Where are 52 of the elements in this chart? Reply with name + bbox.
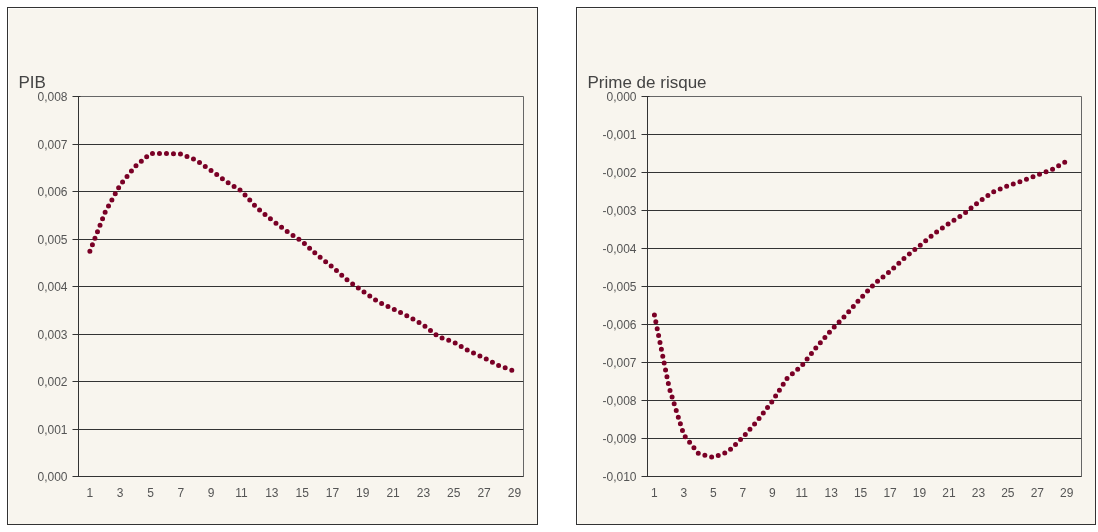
x-tick-label: 19 bbox=[356, 485, 370, 500]
x-tick-label: 25 bbox=[447, 485, 461, 500]
y-tick-label: -0,001 bbox=[602, 128, 637, 142]
x-tick-label: 3 bbox=[116, 485, 124, 500]
x-tick-label: 17 bbox=[883, 485, 898, 500]
x-tick-label: 11 bbox=[795, 485, 809, 500]
x-tick-label: 13 bbox=[824, 485, 839, 500]
y-tick-label: -0,002 bbox=[602, 166, 637, 180]
y-tick-label: -0,006 bbox=[602, 318, 637, 332]
y-tick-label: 0,003 bbox=[37, 327, 68, 342]
x-tick-label: 7 bbox=[177, 485, 185, 500]
x-tick-label: 15 bbox=[295, 485, 310, 500]
x-tick-label: 5 bbox=[147, 485, 155, 500]
x-tick-label: 23 bbox=[971, 485, 986, 500]
y-tick-label: 0,008 bbox=[37, 90, 68, 104]
x-tick-label: 3 bbox=[680, 485, 688, 500]
y-tick-label: -0,003 bbox=[602, 204, 637, 218]
y-tick-label: -0,010 bbox=[602, 470, 637, 484]
x-tick-label: 1 bbox=[86, 485, 94, 500]
y-tick-label: 0,005 bbox=[37, 232, 68, 247]
x-tick-label: 13 bbox=[265, 485, 279, 500]
x-tick-label: 1 bbox=[651, 485, 659, 500]
x-tick-label: 21 bbox=[942, 485, 956, 500]
y-tick-label: 0,006 bbox=[37, 185, 68, 199]
x-tick-label: 27 bbox=[477, 485, 492, 500]
y-tick-label: -0,004 bbox=[602, 242, 637, 256]
y-tick-label: -0,008 bbox=[602, 394, 637, 408]
y-tick-label: -0,005 bbox=[602, 280, 637, 294]
x-tick-label: 19 bbox=[912, 485, 927, 500]
x-tick-label: 25 bbox=[1001, 485, 1015, 500]
chart-title: PIB bbox=[18, 72, 46, 92]
x-tick-label: 23 bbox=[416, 485, 431, 500]
chart-title: Prime de risque bbox=[587, 72, 707, 92]
y-tick-label: 0,004 bbox=[37, 280, 68, 294]
y-tick-label: 0,007 bbox=[37, 137, 68, 152]
x-tick-label: 27 bbox=[1030, 485, 1045, 500]
x-tick-label: 9 bbox=[768, 485, 776, 500]
x-tick-label: 9 bbox=[207, 485, 215, 500]
y-tick-label: -0,009 bbox=[602, 432, 637, 446]
x-tick-label: 29 bbox=[1060, 485, 1074, 500]
y-tick-label: 0,000 bbox=[606, 90, 637, 104]
x-tick-label: 11 bbox=[235, 485, 249, 500]
x-tick-label: 29 bbox=[507, 485, 522, 500]
y-tick-label: 0,001 bbox=[37, 422, 68, 437]
x-tick-label: 17 bbox=[325, 485, 340, 500]
x-tick-label: 15 bbox=[853, 485, 868, 500]
y-tick-label: -0,007 bbox=[602, 356, 637, 370]
y-tick-label: 0,002 bbox=[37, 375, 68, 389]
y-tick-label: 0,000 bbox=[37, 470, 68, 484]
x-tick-label: 21 bbox=[386, 485, 401, 500]
x-tick-label: 5 bbox=[709, 485, 717, 500]
x-tick-label: 7 bbox=[739, 485, 747, 500]
